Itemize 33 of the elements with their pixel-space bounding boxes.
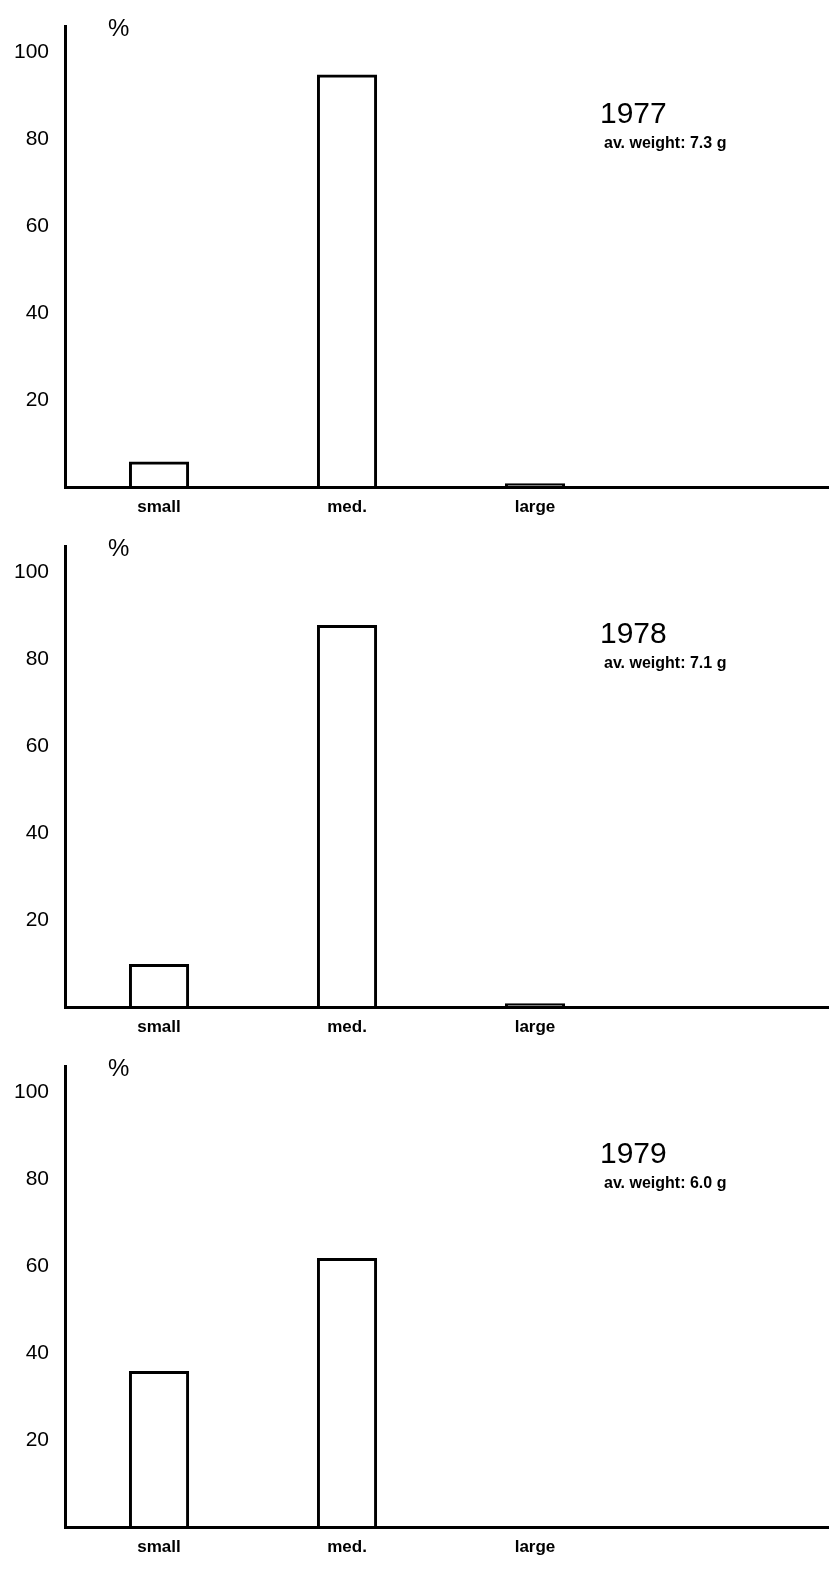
y-axis-title: % [108, 534, 130, 562]
x-tick-label: large [514, 1017, 556, 1037]
text: av. weight: 6.0 g [604, 1174, 727, 1192]
y-tick-label: 40 [25, 820, 50, 844]
y-tick-label: 60 [25, 1253, 50, 1277]
y-axis-title: % [108, 1054, 130, 1082]
y-tick-label: 40 [25, 300, 50, 324]
y-tick-label: 60 [25, 213, 50, 237]
x-tick-label: med. [327, 497, 367, 517]
y-tick-label: 80 [25, 126, 50, 150]
x-tick-label: large [514, 1537, 556, 1557]
text: av. weight: 7.3 g [604, 134, 727, 152]
y-tick-label: 80 [25, 1166, 50, 1190]
y-tick-label: 100 [13, 1079, 50, 1103]
text: av. weight: 7.1 g [604, 654, 727, 672]
x-tick-label: med. [327, 1537, 367, 1557]
y-tick-label: 20 [25, 387, 50, 411]
y-tick-label: 80 [25, 646, 50, 670]
y-tick-label: 20 [25, 907, 50, 931]
x-tick-label: small [137, 1017, 181, 1037]
y-tick-label: 100 [13, 559, 50, 583]
x-tick-label: med. [327, 1017, 367, 1037]
y-tick-label: 40 [25, 1340, 50, 1364]
y-axis-title: % [108, 14, 130, 42]
x-tick-label: large [514, 497, 556, 517]
text: 1977 [600, 96, 667, 130]
text: 1979 [600, 1136, 667, 1170]
x-tick-label: small [137, 497, 181, 517]
y-tick-label: 20 [25, 1427, 50, 1451]
y-tick-label: 60 [25, 733, 50, 757]
text: 1978 [600, 616, 667, 650]
x-tick-label: small [137, 1537, 181, 1557]
y-tick-label: 100 [13, 39, 50, 63]
